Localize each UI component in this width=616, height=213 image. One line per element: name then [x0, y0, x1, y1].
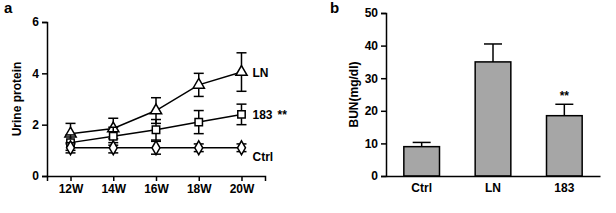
tick-mark [42, 73, 47, 75]
axis-line [381, 14, 387, 177]
tick-label: 10 [365, 137, 379, 151]
tick: 183 [554, 176, 574, 195]
tick-mark [381, 111, 386, 113]
tick-mark [381, 78, 386, 80]
tick: 0 [32, 169, 47, 183]
error-bar [151, 141, 161, 154]
series-label: 183 [252, 108, 272, 122]
axis-title: BUN(mg/dl) [347, 62, 361, 128]
marker [65, 127, 76, 137]
marker [110, 133, 117, 140]
marker [193, 78, 204, 88]
tick: 18W [187, 176, 212, 196]
panel: Ctrl LN 183 0 10 20 30 40 50 ** BUN(mg/dl) b [330, 0, 601, 195]
tick-label: 4 [32, 67, 39, 81]
figure: 12W 14W 16W 18W 20W 0 2 4 6 LN 183 ** Ctrl Urine prot… [0, 0, 616, 213]
bar [475, 62, 511, 176]
tick-label: 2 [32, 118, 39, 132]
tick: 4 [32, 67, 47, 81]
tick-mark [198, 176, 200, 181]
axis-title: Urine protein [10, 62, 24, 137]
tick-mark [381, 45, 386, 47]
error-bar [236, 53, 246, 92]
tick: Ctrl [411, 176, 432, 195]
axis: 12W 14W 16W 18W 20W [48, 176, 266, 196]
tick: 16W [144, 176, 169, 196]
marker [195, 118, 202, 125]
tick: 40 [365, 39, 386, 53]
tick: 2 [32, 118, 47, 132]
panel: 12W 14W 16W 18W 20W 0 2 4 6 LN 183 ** Ctrl Urine prot… [4, 0, 287, 196]
axis-line [42, 23, 48, 177]
tick: 20W [230, 176, 255, 196]
annotation: ** [560, 89, 570, 103]
tick-label: 12W [59, 182, 84, 196]
tick-mark [381, 13, 386, 15]
tick-label: 40 [365, 39, 379, 53]
error-bar [194, 111, 204, 134]
tick: 30 [365, 72, 386, 86]
error-bar [236, 104, 246, 125]
tick-label: 30 [365, 72, 379, 86]
series [65, 53, 247, 144]
marker [238, 111, 245, 118]
marker [238, 141, 246, 155]
tick-mark [113, 176, 115, 181]
tick: 20 [365, 104, 386, 118]
tick: 6 [32, 15, 47, 29]
tick-mark [381, 176, 386, 178]
series [66, 141, 247, 155]
axis-line [387, 176, 601, 178]
axis-line [48, 177, 266, 182]
tick-mark [70, 176, 72, 181]
tick-label: 183 [554, 181, 574, 195]
marker [67, 141, 75, 155]
tick: 50 [365, 6, 386, 20]
tick-mark [42, 22, 47, 24]
plot-area [404, 44, 582, 176]
tick-label: 0 [371, 169, 378, 183]
marker [195, 141, 203, 155]
axis: 0 10 20 30 40 50 [365, 6, 387, 183]
tick: LN [485, 176, 501, 195]
bar [547, 116, 583, 176]
tick: 0 [371, 169, 386, 183]
tick-mark [241, 176, 243, 181]
panel-label: b [330, 0, 339, 16]
panel-label: a [4, 0, 13, 16]
line [71, 114, 242, 142]
bar [404, 147, 440, 176]
plot-area [65, 53, 247, 155]
tick: 10 [365, 137, 386, 151]
marker [152, 141, 160, 155]
annotation: ** [278, 108, 288, 122]
axis: Ctrl LN 183 [387, 176, 601, 195]
marker [109, 141, 117, 155]
error-bar [194, 73, 204, 96]
tick-label: 16W [144, 182, 169, 196]
tick-label: 6 [32, 15, 39, 29]
tick-mark [42, 124, 47, 126]
series-label: LN [252, 66, 268, 80]
tick-label: 20 [365, 104, 379, 118]
error-bar [151, 120, 161, 141]
marker [150, 104, 161, 114]
tick-mark [156, 176, 158, 181]
tick: 14W [101, 176, 126, 196]
axis: 0 2 4 6 [32, 15, 47, 183]
tick-label: 18W [187, 182, 212, 196]
tick-label: 0 [32, 169, 39, 183]
tick-mark [42, 176, 47, 178]
series-label: Ctrl [252, 150, 273, 164]
tick-label: 14W [101, 182, 126, 196]
tick-label: 50 [365, 6, 379, 20]
tick-label: LN [485, 181, 501, 195]
tick-label: Ctrl [411, 181, 432, 195]
marker [236, 66, 247, 76]
marker [152, 126, 159, 133]
error-bar [151, 98, 161, 124]
tick-label: 20W [230, 182, 255, 196]
tick: 12W [59, 176, 84, 196]
tick-mark [381, 143, 386, 145]
